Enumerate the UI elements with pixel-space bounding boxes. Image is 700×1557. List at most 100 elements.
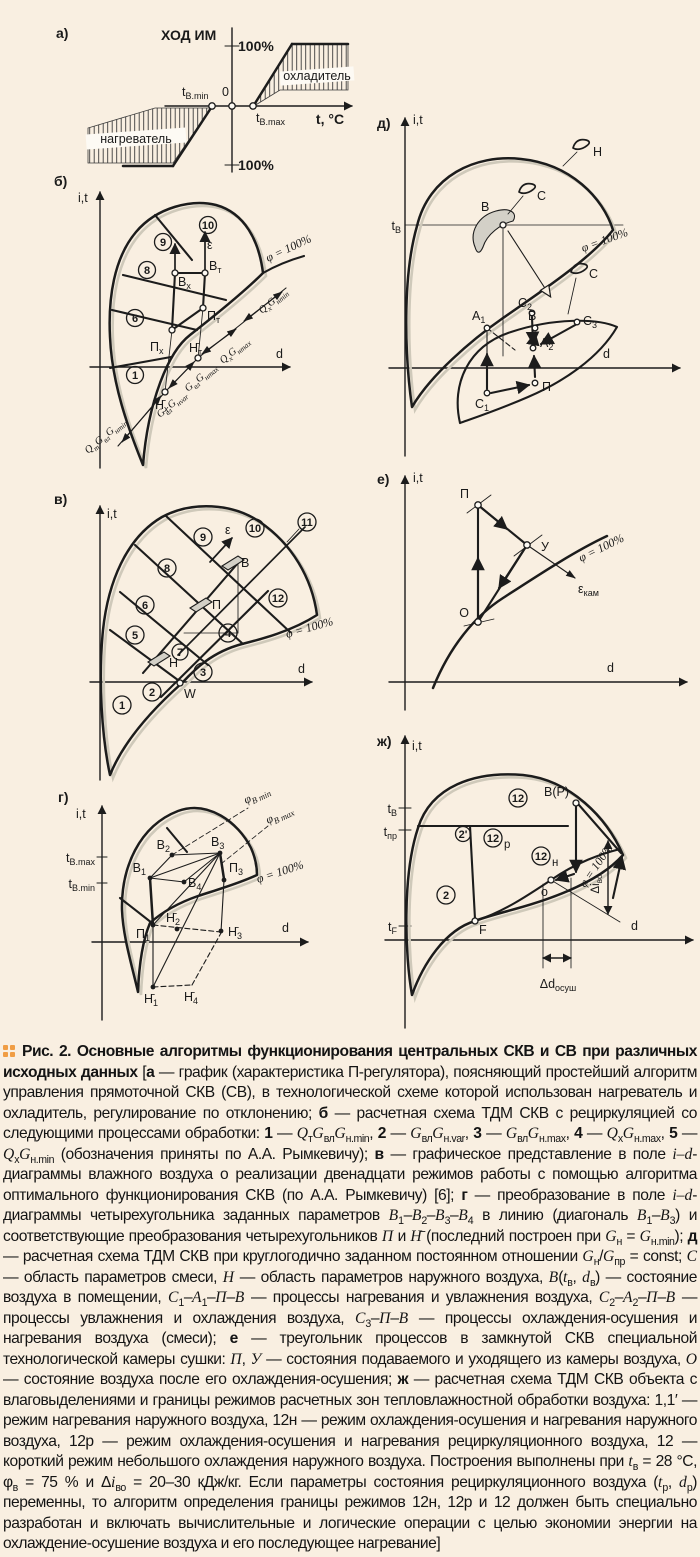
point-px (168, 326, 176, 334)
crescent-outline (108, 201, 265, 467)
svg-text:1: 1 (119, 700, 125, 712)
x-axis-label: d (631, 919, 638, 933)
point-o-label: о (541, 885, 548, 899)
svg-text:12: 12 (535, 851, 547, 863)
svg-text:10: 10 (249, 523, 261, 535)
t-v-label: tВ (388, 802, 398, 818)
panel-zh-moisture-zones: ж) i,t d tВ tпр tF Δiво (376, 733, 694, 1029)
point-h2 (174, 926, 180, 932)
quadrilateral-lines (148, 851, 226, 988)
point-c3-label: С3 (583, 314, 597, 330)
x-axis-label: t, °C (316, 111, 344, 127)
b-to-mix-arrow (507, 230, 550, 296)
svg-text:2: 2 (149, 687, 155, 699)
svg-text:2': 2' (459, 829, 468, 841)
phi-100-label: φ = 100% (284, 614, 335, 641)
state-parallelograms (146, 555, 246, 667)
zone-badge-8: 8 (137, 260, 157, 280)
region-n-callout: Н (562, 138, 602, 167)
t-max-label: tВ.max (66, 851, 95, 867)
panel-d-constant-ratio-scheme: д) i,t d tВ φ = 100% Н С В С (377, 113, 681, 457)
point-w-label: W (184, 687, 196, 701)
svg-text:11: 11 (301, 517, 313, 529)
epsilon-label: ε (207, 238, 213, 252)
svg-text:6: 6 (142, 600, 148, 612)
x-axis-label: d (607, 661, 614, 675)
point-o (474, 618, 482, 626)
point-p-label: П (542, 380, 551, 394)
top-percent-label: 100% (238, 38, 274, 54)
svg-text:2: 2 (443, 890, 449, 902)
bottom-percent-label: 100% (238, 157, 274, 173)
point-pt-label: Пт (207, 309, 220, 325)
epsilon-arrow (209, 537, 233, 563)
phi-100-label: φ = 100% (576, 531, 626, 565)
point-o-label: О (459, 606, 469, 620)
x-axis-label: d (276, 347, 283, 361)
region-c-low-label: С (589, 267, 598, 281)
zone-badge-2prime: 2' (454, 825, 472, 843)
figure-caption: Рис. 2. Основные алгоритмы функционирова… (0, 1042, 700, 1555)
zone-badge-6: 6 (125, 308, 145, 328)
region-c-top-label: С (537, 189, 546, 203)
cooler-band: охладитель (252, 42, 355, 107)
zone-badge-12r: 12 (483, 828, 503, 848)
panel-v-axes (89, 505, 313, 781)
point-h3-label: Н̄3 (228, 925, 242, 941)
point-p1-label: П1 (136, 927, 150, 943)
point-h1 (150, 984, 156, 990)
origin-point (228, 102, 236, 110)
mix-region-blob (472, 209, 515, 253)
zero-label: 0 (222, 85, 229, 99)
point-p3 (221, 877, 227, 883)
region-n-label: Н (593, 145, 602, 159)
panel-g-tag: г) (58, 789, 69, 805)
point-pt (199, 304, 207, 312)
point-o (547, 876, 555, 884)
zone-badge-11: 11 (297, 512, 317, 532)
panel-g-quadrilateral-transform: г) i,t d tВ.max tВ.min φВ min φВ max φ =… (58, 783, 309, 1021)
panel-zh-axes (384, 735, 694, 1029)
point-b1 (147, 875, 153, 881)
point-a1 (483, 324, 491, 332)
y-axis-label: i,t (412, 739, 422, 753)
point-bp-label: В(Р) (544, 785, 569, 799)
panel-b-tag: б) (54, 173, 67, 189)
mix-process-arrows (480, 315, 579, 395)
point-ht (194, 354, 202, 362)
svg-text:9: 9 (200, 532, 206, 544)
phi-100-label: φ = 100% (255, 857, 306, 885)
point-c2-label: С2 (518, 296, 532, 312)
panel-e-tag: е) (377, 471, 389, 487)
delta-d-measure: Δdосуш (540, 877, 577, 993)
zone-badge-5: 5 (125, 625, 145, 645)
heater-band: нагреватель (85, 106, 213, 168)
panel-a-title: ХОД ИМ (161, 27, 216, 43)
point-b-mix-label: В (528, 309, 536, 323)
panel-a-tag: а) (56, 25, 68, 41)
zone-11-leader (286, 528, 300, 543)
svg-text:6: 6 (132, 313, 138, 325)
zone-badge-12: 12 (508, 788, 528, 808)
panel-e-drying-chamber-triangle: е) i,t d φ = 100% εкам П У О (377, 471, 688, 711)
point-b4 (181, 879, 187, 885)
x-axis-label: d (603, 347, 610, 361)
crescent-outline (120, 806, 259, 994)
zone-badge-2: 2 (436, 885, 456, 905)
phi-min-label: φВ min (241, 783, 272, 809)
point-f-label: F (479, 923, 487, 937)
zone-badge-3: 3 (193, 662, 213, 682)
eps-kam-arrow (529, 546, 576, 579)
point-c2 (528, 309, 536, 317)
point-bt-label: Вт (209, 259, 221, 275)
delta-d-label: Δdосуш (540, 977, 577, 993)
zone-badge-8: 8 (157, 558, 177, 578)
point-p-label: П (460, 487, 469, 501)
y-axis-label: i,t (107, 507, 117, 521)
point-p (474, 501, 482, 509)
point-u (523, 541, 531, 549)
point-b-room (499, 221, 507, 229)
zone-badge-2: 2 (142, 682, 162, 702)
panel-d-tag: д) (377, 115, 391, 131)
zone-badge-6: 6 (135, 595, 155, 615)
